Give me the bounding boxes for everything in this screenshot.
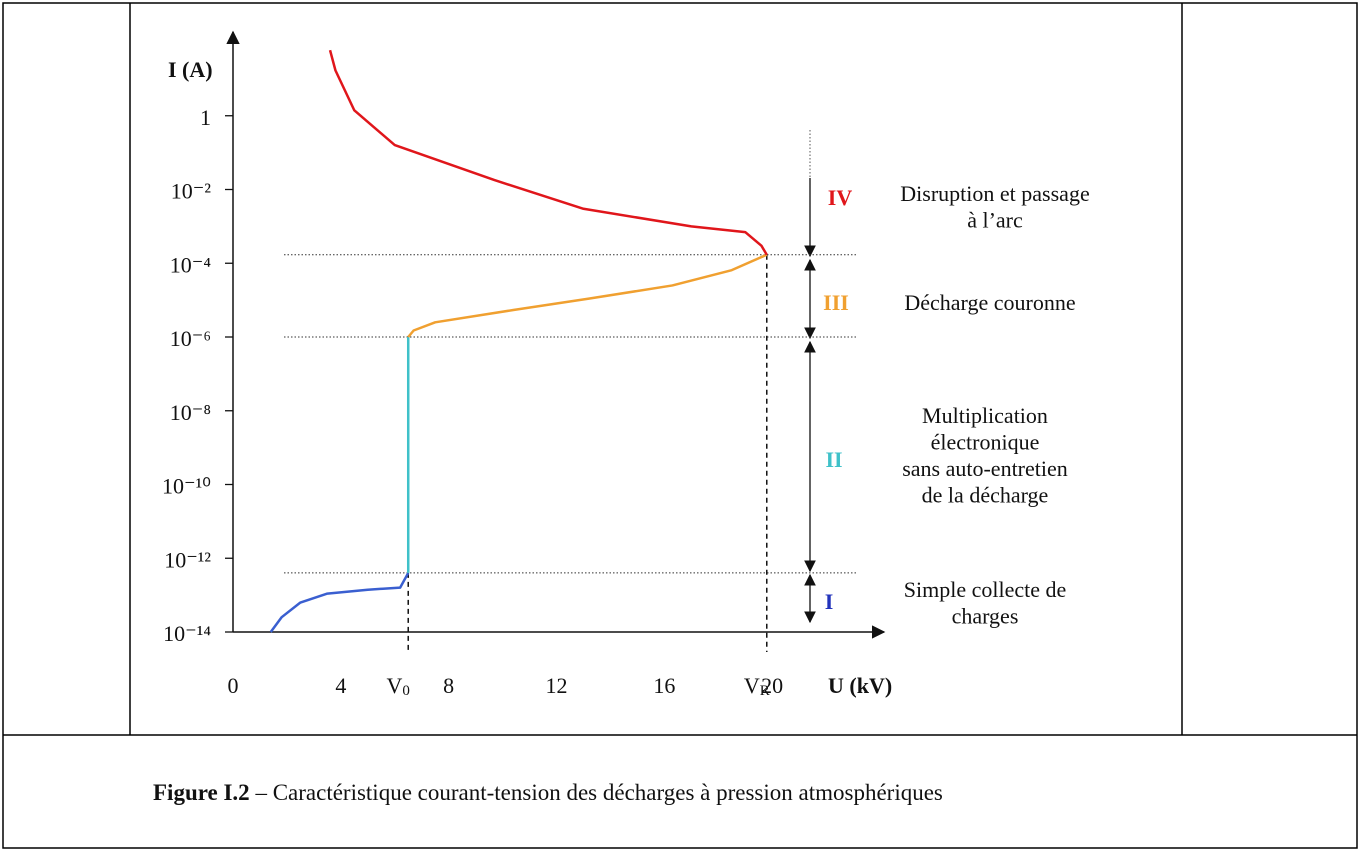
- y-tick-label: 1: [200, 105, 211, 130]
- x-tick-label: 4: [335, 673, 346, 698]
- curve: [407, 253, 768, 338]
- x-tick-label: 8: [443, 673, 454, 698]
- y-axis-label: I (A): [168, 57, 213, 82]
- y-tick-label: 10⁻⁴: [170, 252, 212, 277]
- region-label: électronique: [931, 430, 1040, 455]
- reference-label: V0: [387, 673, 410, 699]
- x-tick-label: 12: [546, 673, 568, 698]
- reference-name: V: [387, 673, 403, 698]
- region-label: sans auto-entretien: [902, 456, 1068, 481]
- x-tick-label: 20: [761, 673, 783, 698]
- region-label: Multiplication: [922, 403, 1048, 428]
- caption: Figure I.2 – Caractéristique courant-ten…: [153, 780, 943, 805]
- curve: [328, 49, 768, 256]
- reference-sub: R: [760, 683, 770, 699]
- reference-name: V: [744, 673, 760, 698]
- region-label: à l’arc: [967, 208, 1023, 233]
- y-tick-label: 10⁻²: [171, 179, 212, 204]
- region-label: Disruption et passage: [900, 181, 1089, 206]
- region-numeral: I: [825, 589, 834, 614]
- y-tick-label: 10⁻¹⁴: [163, 621, 211, 646]
- y-tick-label: 10⁻¹²: [164, 547, 211, 572]
- region-label: charges: [952, 604, 1019, 629]
- reference-label: VR: [744, 673, 770, 699]
- region-numeral: IV: [828, 185, 853, 210]
- caption-text: – Caractéristique courant-tension des dé…: [250, 780, 943, 805]
- reference-sub: 0: [402, 683, 410, 699]
- x-axis-label: U (kV): [828, 673, 892, 698]
- region-numeral: II: [825, 447, 842, 472]
- x-tick-label: 0: [228, 673, 239, 698]
- y-tick-label: 10⁻¹⁰: [162, 474, 211, 499]
- y-tick-label: 10⁻⁶: [170, 326, 211, 351]
- region-label: Simple collecte de: [904, 577, 1067, 602]
- caption-label: Figure I.2: [153, 780, 250, 805]
- region-label: Décharge couronne: [904, 290, 1075, 315]
- region-label: de la décharge: [922, 483, 1049, 508]
- x-tick-label: 16: [653, 673, 675, 698]
- y-tick-label: 10⁻⁸: [170, 400, 211, 425]
- curve: [269, 572, 410, 633]
- region-numeral: III: [823, 290, 849, 315]
